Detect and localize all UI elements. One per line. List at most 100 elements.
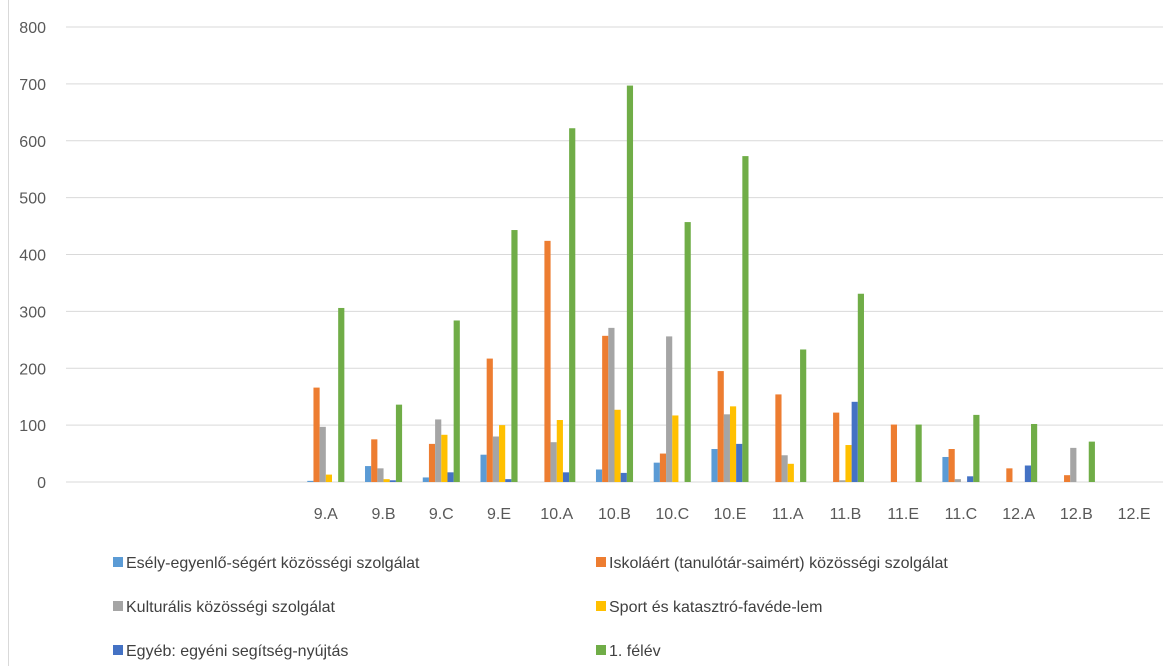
x-tick-label: 11.C — [945, 506, 978, 523]
gridlines — [66, 26, 1163, 483]
x-tick-label: 10.C — [655, 506, 689, 523]
x-tick-label: 9.A — [314, 506, 338, 523]
y-tick-label: 600 — [19, 134, 46, 151]
y-tick-label: 700 — [19, 77, 46, 94]
bar — [319, 426, 326, 482]
bar — [800, 349, 807, 482]
bar — [602, 335, 609, 482]
legend-label: 1. félév — [609, 643, 661, 660]
bar — [486, 358, 493, 482]
x-tick-label: 11.A — [772, 506, 804, 523]
bar — [377, 468, 384, 482]
bar — [1006, 468, 1013, 482]
legend-label: Kulturális közösségi szolgálat — [126, 599, 336, 616]
y-tick-label: 100 — [19, 418, 46, 435]
bar — [890, 424, 898, 482]
legend-label: Egyéb: egyéni segítség-nyújtás — [126, 643, 348, 660]
bar — [480, 454, 487, 482]
bar — [365, 466, 372, 482]
bar — [857, 293, 864, 482]
bar — [511, 230, 518, 482]
bar — [562, 472, 570, 482]
bar — [544, 240, 551, 482]
bar — [441, 434, 448, 482]
bar — [569, 128, 576, 483]
y-tick-label: 500 — [19, 191, 46, 208]
legend-label: Iskoláért (tanulótár-saimért) közösségi … — [609, 555, 948, 572]
bar — [325, 474, 332, 482]
bar — [371, 439, 378, 482]
bar — [1064, 475, 1071, 482]
bar — [556, 420, 563, 482]
bar — [787, 463, 794, 482]
legend-item: Esély-egyenlő-ségért közösségi szolgálat — [113, 555, 420, 572]
y-tick-label: 200 — [19, 361, 46, 378]
bar — [729, 406, 737, 482]
x-tick-label: 12.A — [1002, 506, 1035, 523]
bar — [492, 436, 500, 482]
legend-swatch — [113, 557, 123, 567]
bar — [1024, 465, 1032, 482]
bar — [383, 479, 390, 482]
legend-swatch — [113, 601, 123, 611]
bar — [338, 307, 345, 482]
legend-swatch — [113, 645, 123, 655]
bar — [422, 477, 429, 482]
bar — [499, 425, 506, 483]
bar — [672, 415, 679, 482]
bar — [395, 404, 403, 482]
bar — [1031, 423, 1038, 482]
bar — [453, 320, 460, 482]
chart-frame — [8, 0, 1163, 666]
y-tick-label: 0 — [37, 475, 46, 492]
legend: Esély-egyenlő-ségért közösségi szolgálat… — [113, 555, 948, 660]
bar — [614, 409, 621, 482]
x-tick-label: 12.E — [1118, 506, 1151, 523]
x-tick-label: 10.B — [598, 506, 631, 523]
legend-item: 1. félév — [596, 643, 661, 660]
bar — [967, 476, 974, 482]
bar — [666, 336, 673, 482]
bar — [833, 412, 840, 482]
x-tick-label: 9.E — [487, 506, 511, 523]
x-tick-label: 11.B — [830, 506, 862, 523]
bar — [595, 469, 603, 482]
bars — [307, 85, 1095, 483]
bar — [505, 479, 512, 482]
legend-swatch — [596, 601, 606, 611]
x-tick-label: 9.B — [372, 506, 396, 523]
bar — [915, 424, 922, 482]
x-tick-label: 10.E — [714, 506, 747, 523]
bar — [435, 419, 442, 482]
y-tick-label: 400 — [19, 248, 46, 265]
bar — [845, 445, 852, 482]
legend-item: Egyéb: egyéni segítség-nyújtás — [113, 643, 348, 660]
bar — [711, 449, 718, 482]
bar — [781, 455, 788, 482]
bar — [1088, 441, 1095, 482]
x-tick-label: 10.A — [540, 506, 573, 523]
x-axis-tick-labels: 9.A 9.B 9.C 9.E 10.A 10.B 10.C 10.E 11.A 11.B 11.E… — [314, 506, 1151, 523]
legend-label: Sport és katasztró-favéde-lem — [609, 599, 822, 616]
x-tick-label: 11.E — [887, 506, 919, 523]
bar — [626, 85, 634, 482]
bar — [775, 394, 782, 482]
legend-swatch — [596, 557, 606, 567]
legend-item: Iskoláért (tanulótár-saimért) közösségi … — [596, 555, 948, 572]
y-tick-label: 800 — [19, 20, 46, 37]
bar — [608, 327, 615, 482]
legend-swatch — [596, 645, 606, 655]
bar — [948, 449, 955, 482]
x-tick-label: 12.B — [1060, 506, 1093, 523]
bar — [839, 480, 846, 482]
bar — [389, 480, 396, 482]
x-tick-label: 9.C — [429, 506, 454, 523]
bar — [684, 222, 691, 482]
bar — [736, 443, 743, 482]
bar — [550, 442, 557, 482]
bar — [717, 371, 724, 482]
bar — [659, 453, 667, 482]
bar — [428, 443, 436, 482]
bar — [954, 479, 961, 482]
